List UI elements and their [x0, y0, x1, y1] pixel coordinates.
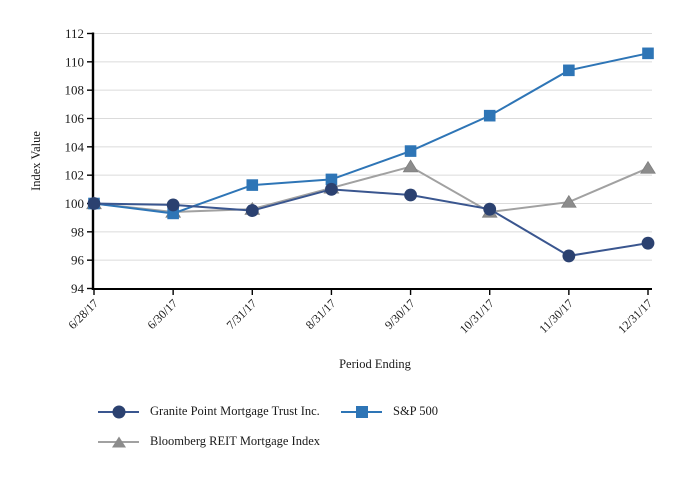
granite-point-mortgage-trust-inc-point [87, 197, 101, 210]
y-tick-label: 94 [71, 281, 85, 296]
y-axis-title: Index Value [29, 131, 43, 191]
granite-point-mortgage-trust-inc-point [562, 249, 576, 263]
x-tick-label: 8/31/17 [303, 296, 339, 332]
granite-point-mortgage-trust-inc-point [641, 236, 655, 250]
x-tick-label: 10/31/17 [457, 296, 497, 336]
bloomberg-reit-mortgage-index-line [93, 165, 649, 214]
s-p-500-point [483, 109, 496, 122]
x-tick-label: 9/30/17 [382, 296, 418, 332]
bloomberg-reit-mortgage-index-point [402, 159, 419, 173]
s-p-500-line [93, 52, 649, 215]
granite-point-mortgage-trust-inc-line [93, 188, 649, 257]
s-p-500-point [167, 207, 179, 220]
granite-point-mortgage-trust-inc-point [483, 202, 497, 216]
series-granite-point-mortgage-trust-inc [87, 182, 655, 263]
y-tick-label: 98 [71, 224, 84, 239]
s-p-500-point [642, 47, 654, 60]
y-tick-label: 102 [65, 168, 85, 183]
y-tick-label: 106 [65, 111, 85, 126]
x-tick-label: 12/31/17 [615, 296, 655, 336]
s-p-500-point [246, 179, 259, 191]
x-axis-title: Period Ending [339, 357, 412, 371]
s-p-500-point [325, 173, 338, 186]
y-tick-label: 104 [65, 139, 85, 154]
y-tick-label: 112 [65, 26, 84, 41]
x-tick-label: 7/31/17 [224, 296, 260, 332]
granite-point-mortgage-trust-inc-point [166, 198, 180, 212]
x-tick-label: 6/30/17 [144, 296, 180, 332]
y-tick-label: 96 [71, 253, 85, 268]
x-tick-label: 11/30/17 [536, 296, 576, 336]
y-tick-label: 100 [65, 196, 85, 211]
s-p-500-point [404, 145, 417, 157]
granite-point-mortgage-trust-inc-point [404, 188, 417, 202]
s-p-500-point [563, 64, 575, 77]
y-tick-label: 108 [65, 83, 85, 98]
y-tick-label: 110 [65, 54, 84, 69]
x-tick-label: 6/28/17 [65, 296, 101, 332]
bloomberg-reit-mortgage-index-point [640, 160, 656, 174]
series-s-p-500 [88, 47, 654, 220]
granite-point-mortgage-trust-inc-point [245, 204, 259, 217]
granite-point-mortgage-trust-inc-point [325, 182, 338, 196]
bloomberg-reit-mortgage-index-point [560, 194, 577, 208]
